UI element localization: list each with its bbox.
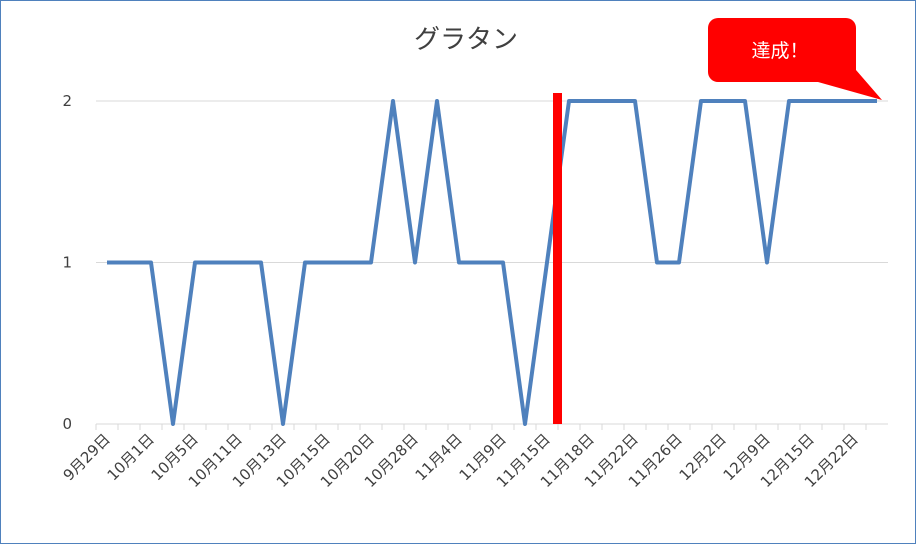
chart-title: グラタン (414, 25, 518, 55)
callout (708, 18, 882, 100)
y-tick-label: 2 (62, 92, 72, 110)
callout-text: 達成！ (751, 40, 808, 62)
y-tick-label: 1 (62, 254, 72, 272)
series-line (107, 99, 877, 426)
y-tick-label: 0 (62, 415, 72, 433)
goal-marker (553, 93, 562, 424)
